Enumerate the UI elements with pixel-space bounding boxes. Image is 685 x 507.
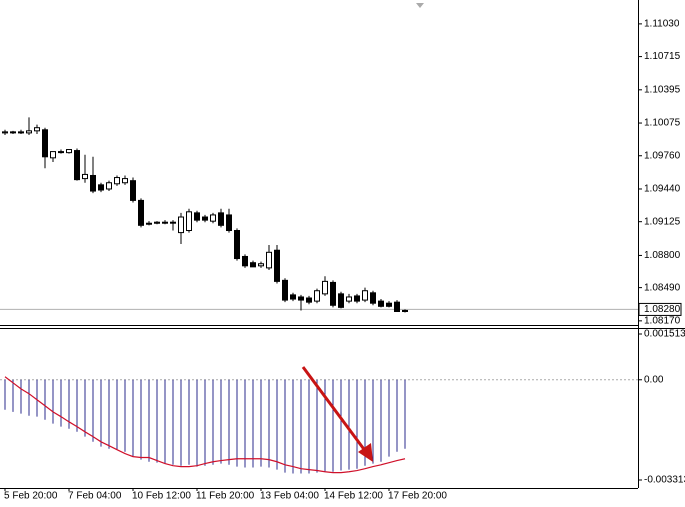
candle-body [210, 214, 216, 222]
candle-body [402, 309, 408, 313]
candle-body [42, 129, 48, 158]
x-tick-label: 7 Feb 04:00 [68, 491, 122, 502]
y-tick-label: 0.00 [644, 374, 664, 385]
x-tick-label: 11 Feb 20:00 [196, 491, 255, 502]
candle-body [194, 212, 200, 221]
candle-body [114, 177, 120, 185]
y-tick-label: -0.003313 [644, 475, 685, 486]
candle-body [34, 127, 40, 132]
current-price-label: 1.08280 [644, 304, 681, 315]
candle-body [186, 211, 192, 232]
candle-body [282, 279, 288, 301]
candle-body [2, 131, 8, 134]
candle-body [226, 214, 232, 232]
candle-body [218, 212, 224, 226]
x-tick-label: 13 Feb 04:00 [260, 491, 319, 502]
candle-body [266, 251, 272, 269]
candle-body [370, 292, 376, 304]
y-tick-label: 1.08800 [644, 250, 681, 261]
candle-body [122, 178, 128, 184]
y-tick-label: 1.09440 [644, 184, 681, 195]
candle-body [394, 301, 400, 313]
y-tick-label: 1.08490 [644, 282, 681, 293]
candle-body [338, 293, 344, 308]
candle-body [306, 297, 312, 303]
candle-body [354, 295, 360, 302]
y-tick-label: 1.10395 [644, 84, 681, 95]
candle-body [242, 255, 248, 267]
y-tick-label: 1.10075 [644, 118, 681, 129]
y-tick-label: 1.09760 [644, 150, 681, 161]
candle-body [378, 300, 384, 307]
annotation-arrow [301, 366, 373, 462]
candle-body [234, 230, 240, 260]
candle-body [330, 281, 336, 306]
candle-body [362, 290, 368, 301]
candle-body [138, 199, 144, 226]
y-tick-label: 1.09125 [644, 216, 681, 227]
plot: 1.11030 1.10715 1.10395 1.10075 1.09760 1.094… [0, 19, 685, 502]
candle-body [58, 151, 64, 154]
shift-marker [416, 3, 424, 8]
candle-body [154, 221, 160, 224]
x-tick-label: 5 Feb 20:00 [4, 491, 58, 502]
y-tick-label: 1.08170 [644, 315, 681, 326]
candle-body [178, 216, 184, 234]
candle-body [130, 180, 136, 201]
candle-body [314, 290, 320, 302]
candle-body [386, 302, 392, 307]
y-tick-label: 1.10715 [644, 51, 681, 62]
candle-body [170, 221, 176, 224]
candle-body [18, 131, 24, 134]
current-price-box [638, 302, 682, 316]
y-tick-label: 1.11030 [644, 19, 680, 30]
x-tick-label: 17 Feb 20:00 [388, 491, 447, 502]
x-tick-label: 10 Feb 12:00 [132, 491, 191, 502]
candle-body [74, 150, 80, 181]
candle-body [66, 149, 72, 154]
x-tick-label: 14 Feb 12:00 [324, 491, 383, 502]
candle-body [146, 222, 152, 225]
candle-body [346, 296, 352, 302]
candle-body [250, 262, 256, 268]
y-tick-label: 0.001513 [644, 329, 685, 340]
candle-body [258, 263, 264, 267]
candle-body [82, 173, 88, 180]
candle-body [50, 151, 56, 159]
candle-body [322, 280, 328, 295]
candle-body [290, 294, 296, 300]
candle-body [26, 130, 32, 134]
candle-body [274, 249, 280, 282]
signal-line [4, 376, 406, 474]
candle-body [98, 184, 104, 191]
candle-body [90, 174, 96, 192]
candle-body [298, 296, 304, 301]
candle-body [10, 131, 16, 134]
candle-body [202, 216, 208, 221]
candle-body [162, 221, 168, 224]
candle-body [106, 182, 112, 190]
